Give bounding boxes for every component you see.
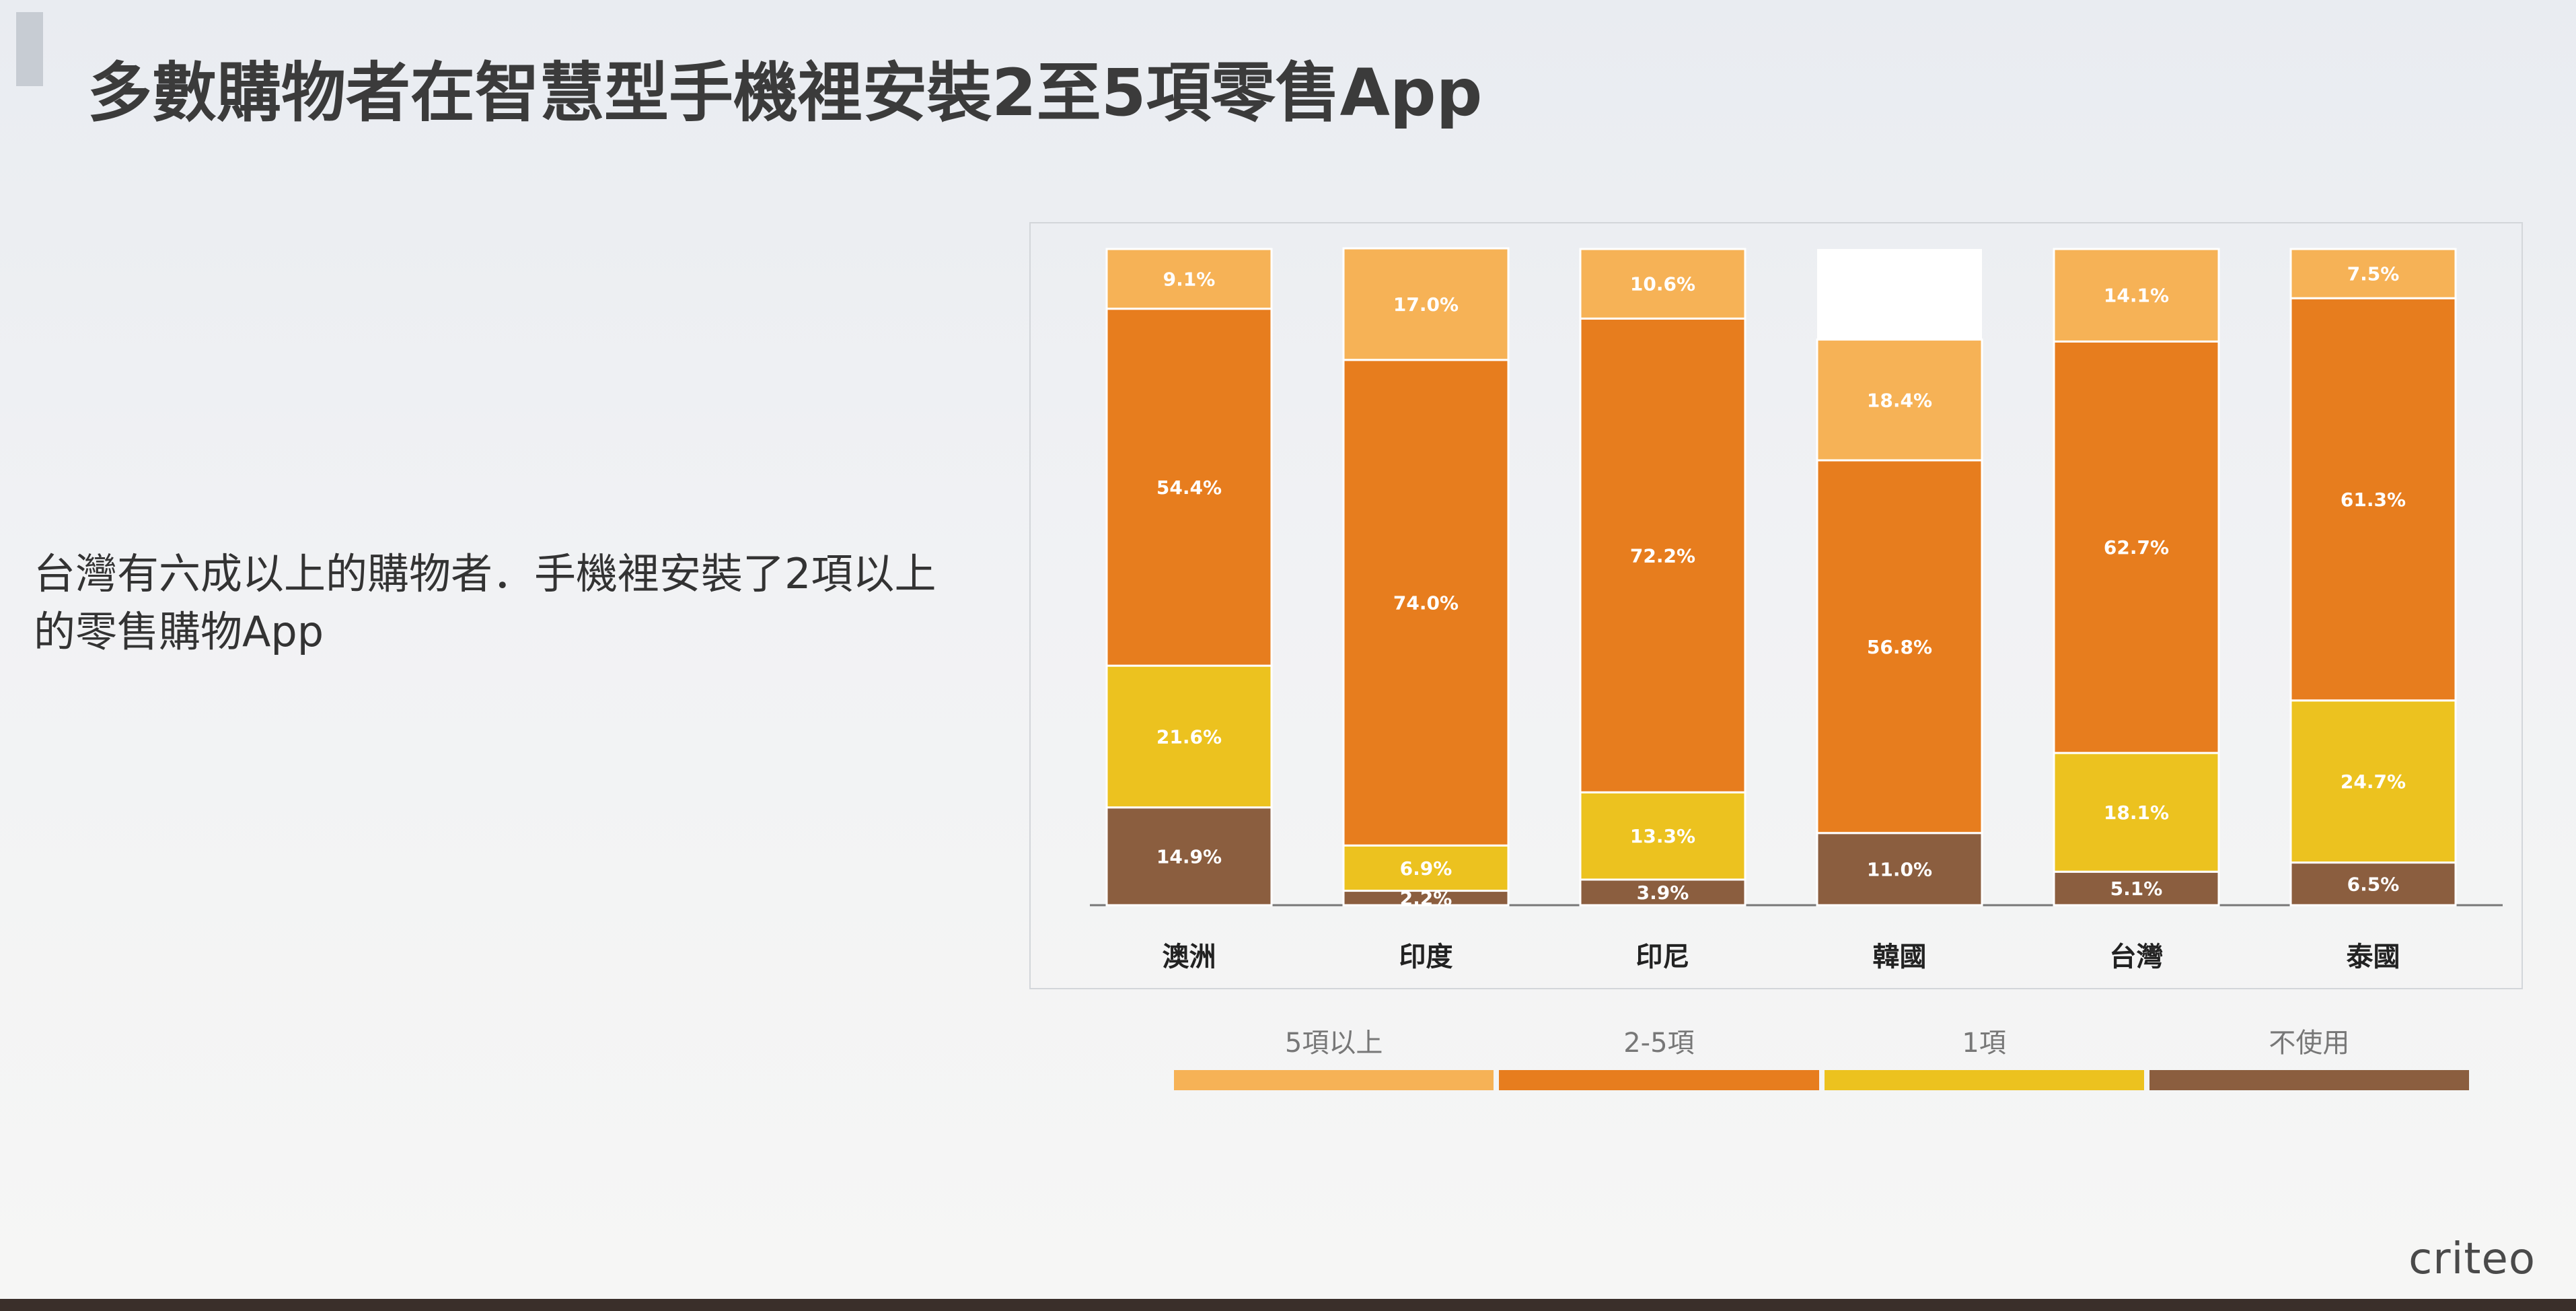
bar-segment-5plus: [1105, 248, 1273, 310]
stacked-bar-chart: 14.9%21.6%54.4%9.1%澳洲2.2%6.9%74.0%17.0%印…: [1090, 247, 2503, 972]
data-label: 14.1%: [2104, 285, 2169, 307]
legend-swatch-2to5: [1499, 1070, 1819, 1090]
legend-label-none: 不使用: [2269, 1028, 2350, 1059]
bar-segment-2to5: [1816, 459, 1983, 835]
category-label: 台灣: [2110, 942, 2164, 972]
data-label: 18.4%: [1867, 389, 1932, 411]
callout-text: 台灣有六成以上的購物者．手機裡安裝了2項以上的零售購物App: [34, 549, 936, 656]
legend-item-1: 1項: [1824, 1016, 2144, 1110]
bar-segment-2to5: [1105, 308, 1273, 667]
data-label: 21.6%: [1156, 725, 1222, 748]
bar-segment-5plus: [1342, 247, 1510, 361]
legend-label-2to5: 2-5項: [1623, 1028, 1695, 1059]
data-label: 11.0%: [1867, 858, 1932, 880]
data-label: 24.7%: [2341, 771, 2406, 793]
data-label: 54.4%: [1156, 476, 1222, 499]
bar-segment-2to5: [2289, 297, 2457, 702]
bar-segment-1: [1342, 844, 1510, 892]
legend-label-5plus: 5項以上: [1284, 1028, 1383, 1059]
chart-frame: [1029, 222, 2523, 989]
data-label: 61.3%: [2341, 489, 2406, 511]
data-label: 56.8%: [1867, 636, 1932, 658]
bar-segment-1: [2053, 752, 2220, 873]
chart-legend: 5項以上 2-5項 1項 不使用: [1174, 1016, 2469, 1110]
bar-segment-1: [1579, 791, 1746, 881]
bar-segment-2to5: [1342, 359, 1510, 847]
data-label: 6.5%: [2347, 873, 2400, 895]
data-label: 6.9%: [1400, 857, 1452, 880]
slide-title: 多數購物者在智慧型手機裡安裝2至5項零售App: [87, 55, 1483, 131]
category-label: 澳洲: [1163, 942, 1216, 972]
bar-segment-none: [2053, 870, 2220, 907]
legend-label-1: 1項: [1962, 1028, 2006, 1059]
legend-swatch-5plus: [1174, 1070, 1494, 1090]
bar-segment-none: [1579, 878, 1746, 907]
legend-swatch-1: [1824, 1070, 2144, 1090]
bar-segment-none: [1105, 806, 1273, 907]
data-label: 14.9%: [1156, 845, 1222, 867]
data-label: 7.5%: [2347, 263, 2400, 285]
data-label: 13.3%: [1630, 825, 1695, 847]
legend-item-2to5: 2-5項: [1499, 1016, 1819, 1110]
bottom-band: [0, 1299, 2576, 1311]
data-label: 10.6%: [1630, 273, 1695, 295]
legend-item-5plus: 5項以上: [1174, 1016, 1494, 1110]
category-label: 泰國: [2347, 942, 2400, 972]
data-label: 17.0%: [1393, 293, 1459, 316]
bar-segment-none: [1816, 832, 1983, 907]
data-label: 18.1%: [2104, 802, 2169, 824]
data-label: 74.0%: [1393, 592, 1459, 614]
category-label: 印尼: [1636, 942, 1690, 972]
bar-segment-5plus: [2289, 248, 2457, 299]
data-label: 5.1%: [2110, 878, 2163, 900]
legend-item-none: 不使用: [2149, 1016, 2469, 1110]
legend-swatch-none: [2149, 1070, 2469, 1090]
category-label: 韓國: [1873, 942, 1927, 972]
data-label: 62.7%: [2104, 536, 2169, 559]
criteo-logo: criteo: [2408, 1234, 2536, 1284]
bar-segment-5plus: [1579, 248, 1746, 320]
data-label: 72.2%: [1630, 544, 1695, 567]
data-label: 3.9%: [1637, 882, 1689, 904]
bar-segment-5plus: [1816, 339, 1983, 462]
data-label: 9.1%: [1163, 268, 1216, 290]
bar-segment-5plus: [2053, 248, 2220, 343]
bar-segment-1: [2289, 699, 2457, 864]
title-accent-bar: [16, 12, 43, 86]
category-label: 印度: [1399, 942, 1453, 972]
bar-segment-2to5: [2053, 340, 2220, 754]
